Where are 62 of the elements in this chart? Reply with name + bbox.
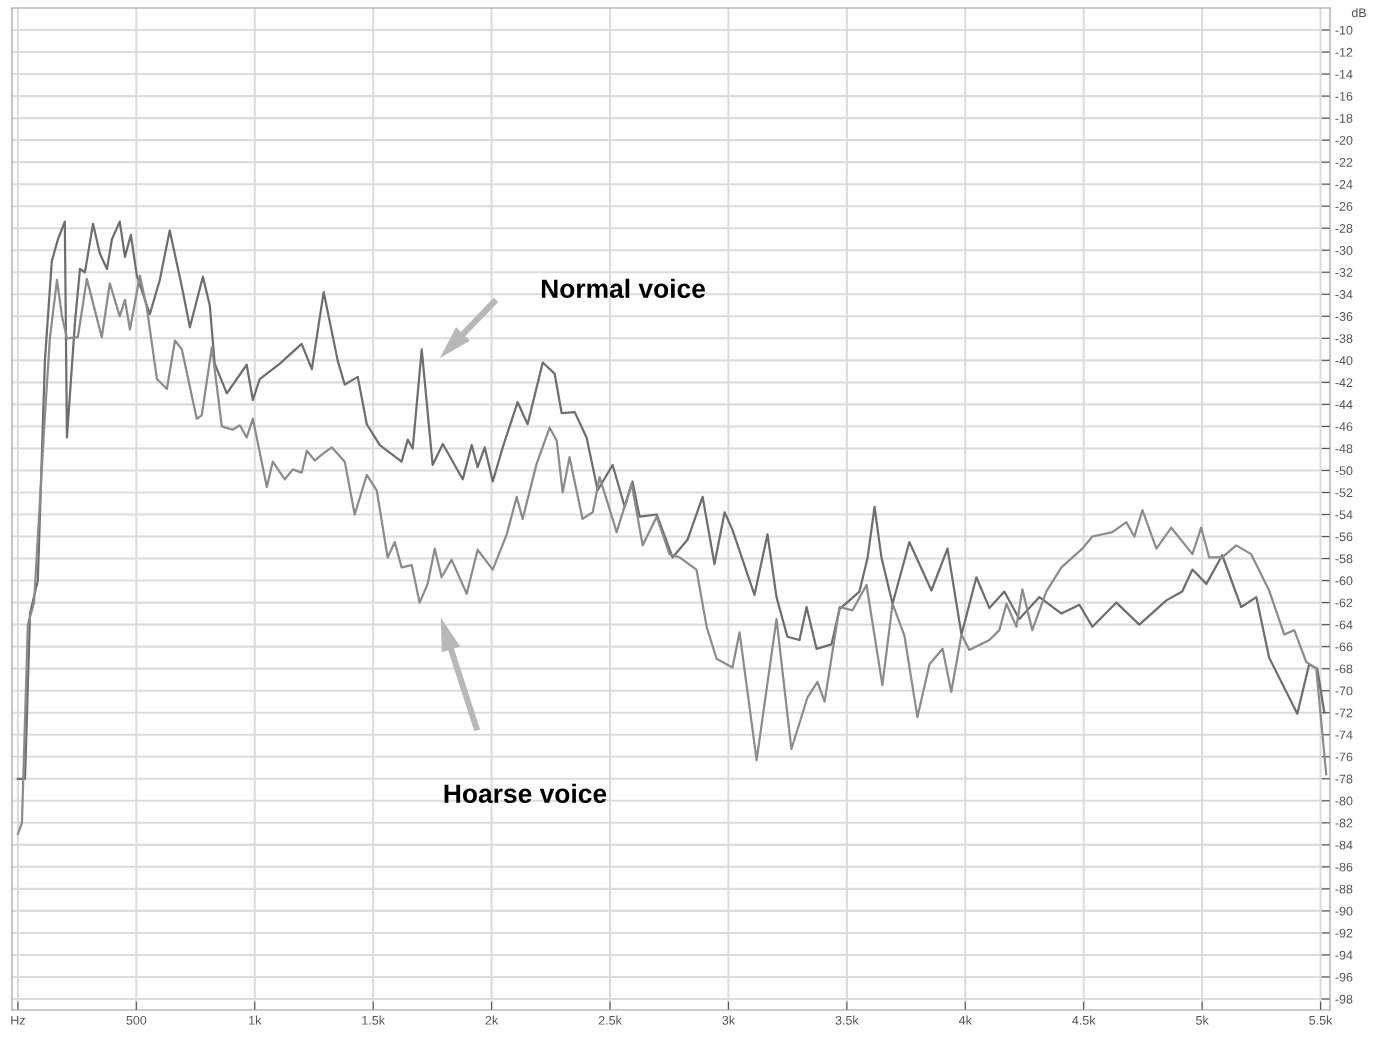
y-tick-label: -80 xyxy=(1335,796,1353,806)
x-tick-label: 2.5k xyxy=(598,1015,622,1025)
x-tick-label: 5.5k xyxy=(1309,1015,1333,1025)
y-tick-label: -20 xyxy=(1335,135,1353,145)
x-tick-label: 3k xyxy=(722,1015,736,1025)
y-tick-label: -60 xyxy=(1335,576,1353,586)
y-tick-label: -92 xyxy=(1335,928,1353,938)
y-tick-label: -44 xyxy=(1335,400,1353,409)
y-tick-label: -78 xyxy=(1335,774,1353,784)
y-tick-label: -82 xyxy=(1335,818,1353,828)
y-tick-label: -56 xyxy=(1335,532,1353,542)
annotation: Normal voice xyxy=(541,278,705,299)
y-tick-label: -36 xyxy=(1335,312,1353,321)
y-tick-label: -50 xyxy=(1335,466,1353,476)
y-tick-label: -72 xyxy=(1335,708,1353,718)
y-tick-label: -68 xyxy=(1335,664,1353,674)
y-tick-label: -28 xyxy=(1335,224,1353,233)
y-tick-label: -70 xyxy=(1335,686,1353,696)
y-tick-label: -58 xyxy=(1335,554,1353,564)
y-tick-label: -46 xyxy=(1335,422,1353,432)
y-tick-label: -52 xyxy=(1335,488,1353,498)
y-tick-label: -34 xyxy=(1335,290,1353,299)
line-series xyxy=(16,220,1326,780)
y-tick-label: -24 xyxy=(1335,179,1353,189)
x-tick-label: 4k xyxy=(958,1015,972,1025)
x-tick-label: 3.5k xyxy=(835,1015,859,1025)
y-tick-label: -88 xyxy=(1335,884,1353,894)
y-tick-label: -38 xyxy=(1335,334,1353,343)
y-tick-label: -84 xyxy=(1335,840,1353,850)
y-tick-label: -10 xyxy=(1335,25,1353,35)
x-tick-label: 1k xyxy=(249,1015,262,1025)
y-axis-title: dB xyxy=(1351,8,1366,18)
y-tick-label: -90 xyxy=(1335,906,1353,916)
y-tick-label: -14 xyxy=(1335,70,1353,79)
x-tick-label: 1.5k xyxy=(362,1015,386,1025)
y-tick-label: -48 xyxy=(1335,444,1353,454)
y-tick-label: -18 xyxy=(1335,113,1353,123)
y-tick-label: -66 xyxy=(1335,642,1353,652)
annotation: Hoarse voice xyxy=(444,783,607,804)
x-tick-label: 500 xyxy=(126,1015,147,1025)
y-tick-label: -16 xyxy=(1335,91,1353,101)
line-series xyxy=(16,274,1328,835)
y-tick-label: -12 xyxy=(1335,47,1353,57)
y-tick-label: -98 xyxy=(1335,994,1353,1004)
x-tick-label: 2k xyxy=(485,1015,499,1025)
y-tick-label: -40 xyxy=(1335,356,1353,365)
y-tick-label: -86 xyxy=(1335,862,1353,872)
y-tick-label: -54 xyxy=(1335,510,1353,520)
y-tick-label: -32 xyxy=(1335,268,1353,277)
y-tick-label: -64 xyxy=(1335,620,1353,630)
y-tick-label: -76 xyxy=(1335,752,1353,762)
x-tick-label: 5k xyxy=(1196,1015,1209,1025)
y-tick-label: -74 xyxy=(1335,730,1353,740)
y-tick-label: -96 xyxy=(1335,972,1353,982)
x-tick-label: Hz xyxy=(11,1016,25,1025)
x-tick-label: 4.5k xyxy=(1072,1015,1096,1025)
y-tick-label: -26 xyxy=(1335,202,1353,211)
y-tick-label: -42 xyxy=(1335,378,1353,387)
y-tick-label: -62 xyxy=(1335,598,1353,608)
y-tick-label: -22 xyxy=(1335,157,1353,167)
y-tick-label: -30 xyxy=(1335,246,1353,255)
y-tick-label: -94 xyxy=(1335,950,1353,960)
